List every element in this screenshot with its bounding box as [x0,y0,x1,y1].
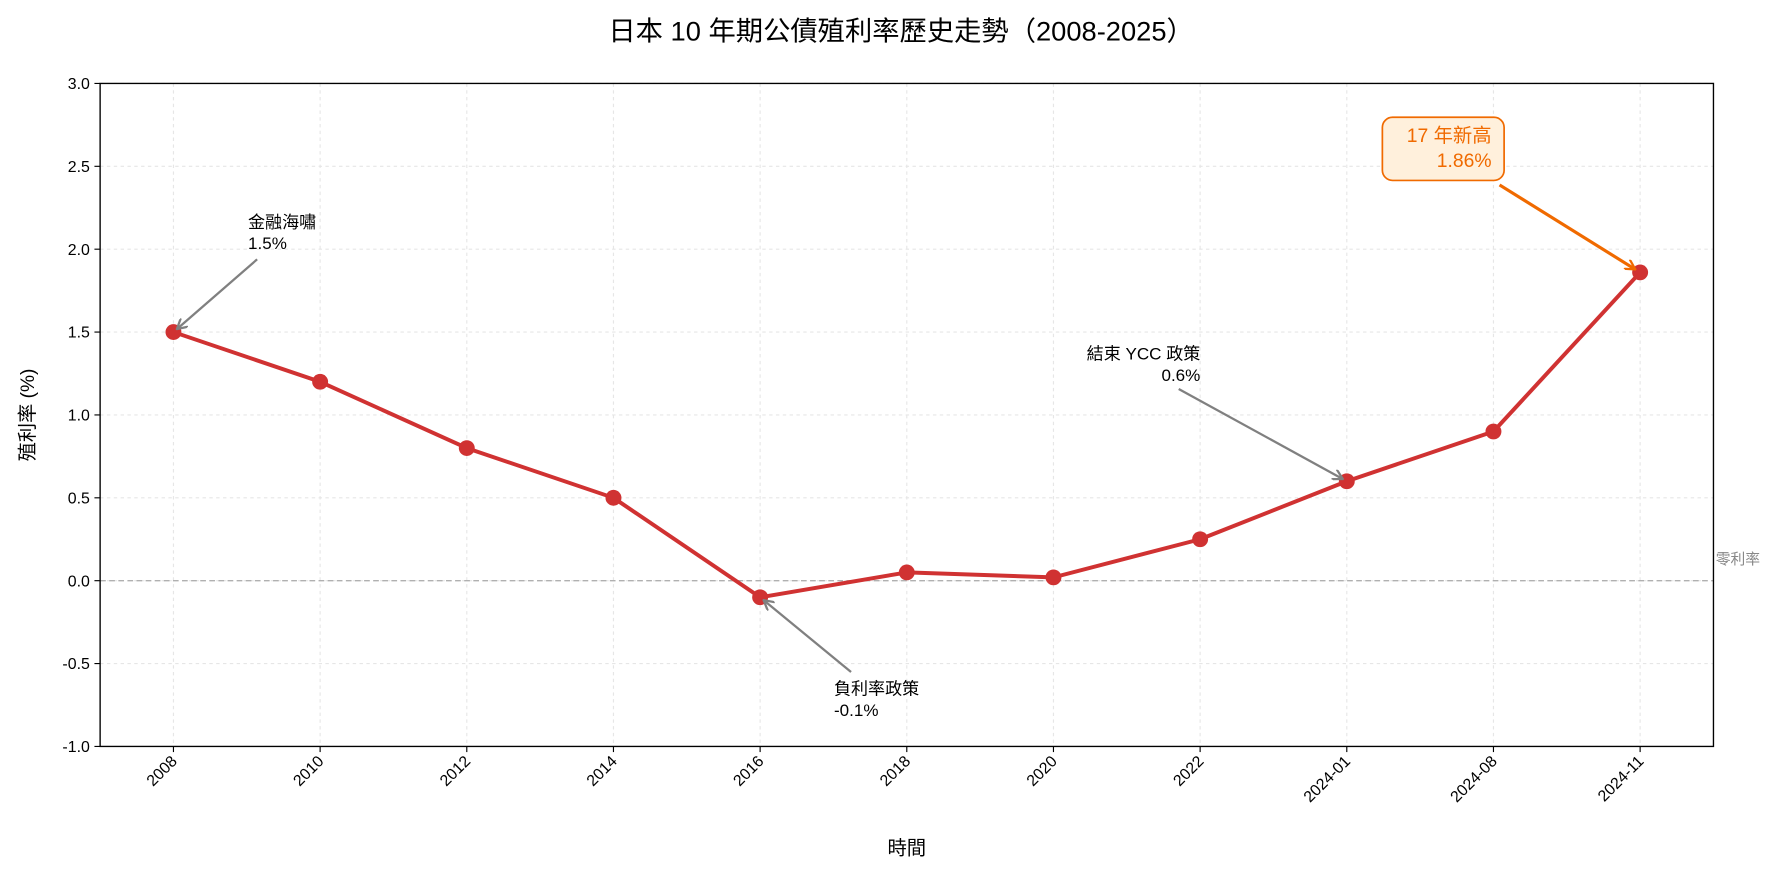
x-tick-label: 2008 [144,753,181,790]
grid [100,82,1714,748]
series-line [165,264,1649,606]
data-point [1338,473,1355,490]
annotations: 金融海嘯 1.5% 負利率政策 -0.1% 結束 YCC 政策 0.6% 17 年新高 1.8… [178,116,1635,720]
annotation-value: 1.5% [248,234,287,253]
data-point [1045,569,1062,586]
annotation-arrow [1178,388,1342,479]
x-tick-label: 2022 [1170,753,1207,790]
x-tick-label: 2018 [877,753,914,790]
y-axis: -1.0 -0.5 0.0 0.5 1.0 1.5 2.0 2.5 3.0 [62,76,101,756]
annotation-value: 0.6% [1161,366,1200,385]
y-tick-label: 1.5 [68,325,90,342]
data-point [1485,423,1502,440]
x-tick-label: 2024-08 [1447,753,1501,806]
x-tick-label: 2010 [290,753,327,790]
x-axis: 2008 2010 2012 2014 2016 2018 2020 2022 2024-01 2… [144,746,1648,806]
x-tick-label: 2012 [437,753,474,790]
y-tick-label: 0.5 [68,491,90,508]
y-tick-label: -1.0 [62,739,90,756]
annotation-label: 負利率政策 [834,680,919,699]
annotation-label: 金融海嘯 [248,213,316,232]
y-tick-label: 3.0 [68,76,90,93]
x-tick-label: 2014 [584,753,621,790]
x-tick-label: 2024-11 [1595,753,1648,805]
y-tick-label: 0.0 [68,573,90,590]
y-tick-label: 1.0 [68,408,90,425]
annotation-label: 17 年新高 [1407,125,1492,147]
x-tick-label: 2024-01 [1301,753,1355,806]
y-tick-label: 2.5 [68,159,90,176]
chart-title: 日本 10 年期公債殖利率歷史走勢（2008-2025） [608,16,1193,47]
plot-frame [99,82,1715,748]
data-point [898,564,915,581]
annotation-label: 結束 YCC 政策 [1087,345,1201,364]
annotation-value: -0.1% [834,701,879,720]
data-point [312,373,329,390]
x-tick-label: 2016 [730,753,767,790]
data-point [605,489,622,506]
y-tick-label: -0.5 [62,656,90,673]
x-tick-label: 2020 [1024,753,1061,790]
data-point [458,440,475,456]
zero-rate-label: 零利率 [1716,551,1760,568]
data-point [1192,531,1209,548]
annotation-box [1381,116,1505,182]
x-axis-label: 時間 [887,838,926,860]
y-axis-label: 殖利率 (%) [17,369,39,462]
y-tick-label: 2.0 [68,242,90,259]
annotation-arrow [178,258,258,328]
data-point [1632,264,1649,281]
annotation-arrow [765,601,852,673]
annotation-value: 1.86% [1437,151,1492,172]
annotation-arrow [1498,183,1635,269]
